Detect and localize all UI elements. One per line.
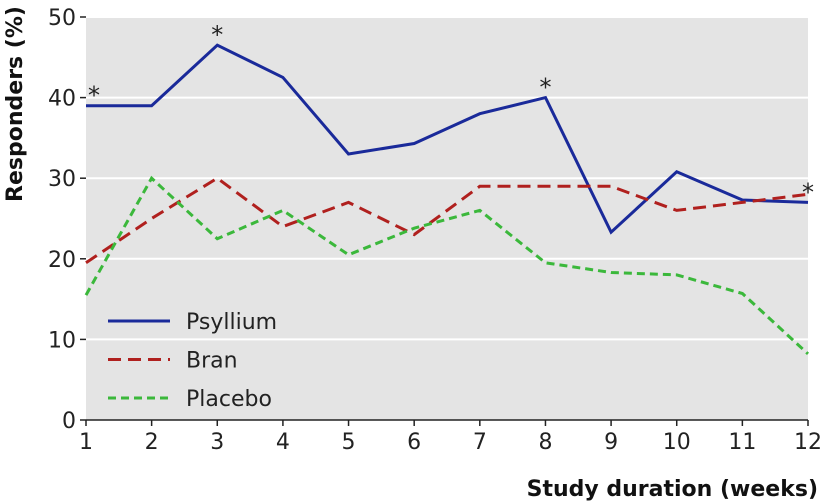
series-line-bran xyxy=(85,176,809,265)
gridlines xyxy=(86,16,808,341)
series-line-psyllium xyxy=(86,43,809,235)
y-tick-label: 50 xyxy=(48,6,76,31)
x-tick-label: 9 xyxy=(604,430,618,455)
legend-label-placebo: Placebo xyxy=(186,387,272,412)
significance-star: * xyxy=(539,74,551,102)
x-tick-label: 7 xyxy=(473,430,487,455)
series-line-placebo xyxy=(84,175,810,356)
x-tick-label: 11 xyxy=(728,430,756,455)
y-tick-label: 10 xyxy=(48,328,76,353)
series-lines xyxy=(84,43,810,356)
x-tick-label: 1 xyxy=(79,430,93,455)
y-axis-title: Responders (%) xyxy=(3,6,28,202)
y-tick-label: 20 xyxy=(48,248,76,273)
significance-star: * xyxy=(802,178,814,206)
y-tick-label: 40 xyxy=(48,87,76,112)
x-tick-label: 12 xyxy=(794,430,822,455)
x-tick-label: 6 xyxy=(407,430,421,455)
significance-star: * xyxy=(88,82,100,110)
y-tick-label: 30 xyxy=(48,167,76,192)
plot-background xyxy=(86,17,808,420)
x-axis-title: Study duration (weeks) xyxy=(527,477,818,502)
significance-star: * xyxy=(211,21,223,49)
legend: Psyllium Bran Placebo xyxy=(108,310,277,412)
x-tick-label: 4 xyxy=(276,430,290,455)
x-tick-label: 10 xyxy=(663,430,691,455)
x-tick-label: 8 xyxy=(538,430,552,455)
y-axis: 0 10 20 30 40 50 xyxy=(48,6,86,434)
legend-label-psyllium: Psyllium xyxy=(186,310,277,335)
y-tick-label: 0 xyxy=(62,409,76,434)
x-tick-label: 3 xyxy=(210,430,224,455)
significance-markers: * * * * xyxy=(88,21,814,206)
x-tick-label: 2 xyxy=(145,430,159,455)
x-axis: 1 2 3 4 5 6 7 8 9 10 11 12 xyxy=(79,420,822,455)
x-tick-label: 5 xyxy=(342,430,356,455)
legend-label-bran: Bran xyxy=(186,349,238,374)
